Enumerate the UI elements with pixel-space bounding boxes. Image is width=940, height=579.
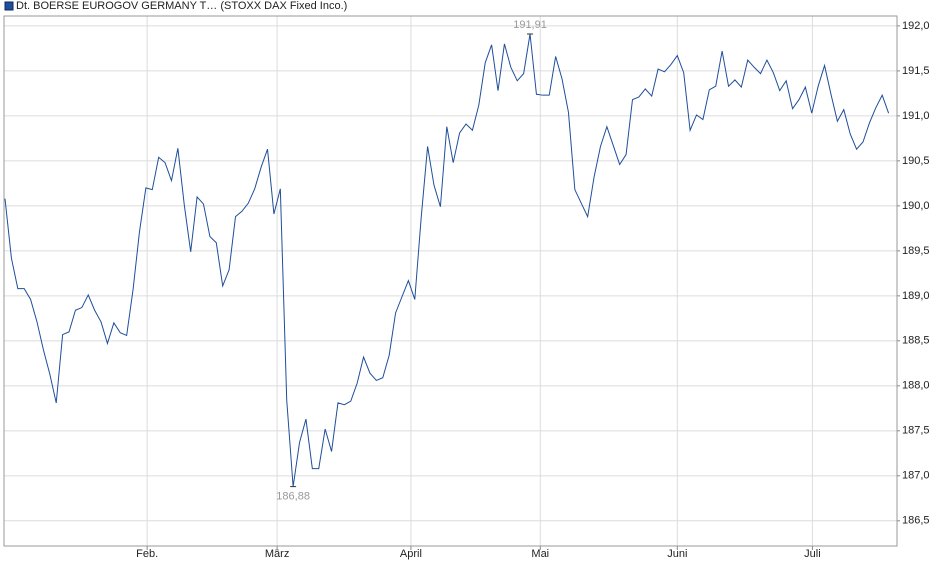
annotation-label: 191,91 — [513, 19, 547, 31]
x-tick-label: April — [400, 548, 422, 560]
y-tick-label: 188,0 — [902, 380, 930, 392]
legend-swatch — [4, 1, 14, 11]
y-tick-label: 190,5 — [902, 155, 930, 167]
x-tick-label: Juli — [804, 548, 821, 560]
y-tick-label: 191,0 — [902, 110, 930, 122]
legend-label: Dt. BOERSE EUROGOV GERMANY T… (STOXX DAX… — [16, 0, 347, 12]
y-tick-label: 191,5 — [902, 65, 930, 77]
y-tick-label: 188,5 — [902, 335, 930, 347]
y-tick-label: 189,0 — [902, 290, 930, 302]
x-tick-label: Juni — [667, 548, 687, 560]
annotation-label: 186,88 — [276, 491, 310, 503]
x-tick-label: Mai — [531, 548, 549, 560]
series-line — [4, 33, 890, 487]
y-tick-label: 186,5 — [902, 515, 930, 527]
y-tick-label: 187,5 — [902, 425, 930, 437]
y-tick-label: 189,5 — [902, 245, 930, 257]
y-tick-label: 190,0 — [902, 200, 930, 212]
y-tick-label: 192,0 — [902, 20, 930, 32]
y-tick-label: 187,0 — [902, 470, 930, 482]
plot-frame — [3, 15, 898, 547]
x-tick-label: Feb. — [136, 548, 158, 560]
x-tick-label: März — [265, 548, 289, 560]
